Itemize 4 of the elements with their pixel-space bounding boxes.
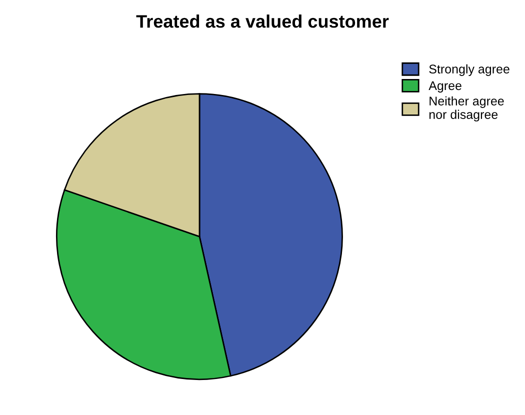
legend-label: Agree (428, 81, 462, 93)
legend-label: Neither agree nor disagree (429, 96, 504, 122)
legend-label: Strongly agree (429, 64, 510, 76)
chart-title: Treated as a valued customer (136, 14, 389, 28)
